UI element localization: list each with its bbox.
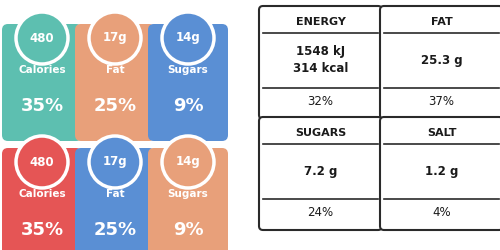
FancyBboxPatch shape	[75, 24, 155, 141]
Text: 9%: 9%	[172, 96, 204, 114]
Text: 25%: 25%	[94, 220, 136, 238]
Text: FAT: FAT	[430, 16, 452, 26]
Text: Calories: Calories	[18, 65, 66, 75]
Text: 37%: 37%	[428, 95, 454, 108]
Text: SUGARS: SUGARS	[295, 128, 346, 138]
Text: Calories: Calories	[18, 189, 66, 199]
FancyBboxPatch shape	[148, 148, 228, 250]
Text: 17g: 17g	[102, 32, 128, 44]
Circle shape	[162, 12, 214, 64]
Text: 7.2 g: 7.2 g	[304, 165, 337, 178]
Text: 25.3 g: 25.3 g	[420, 54, 463, 67]
FancyBboxPatch shape	[259, 6, 382, 119]
FancyBboxPatch shape	[2, 24, 82, 141]
Text: SALT: SALT	[427, 128, 456, 138]
Text: 1548 kJ
314 kcal: 1548 kJ 314 kcal	[293, 46, 348, 76]
Text: 9%: 9%	[172, 220, 204, 238]
Text: 1.2 g: 1.2 g	[425, 165, 458, 178]
Circle shape	[16, 12, 68, 64]
FancyBboxPatch shape	[2, 148, 82, 250]
Circle shape	[89, 136, 141, 188]
Text: 32%: 32%	[308, 95, 334, 108]
Text: 4%: 4%	[432, 206, 451, 219]
FancyBboxPatch shape	[75, 148, 155, 250]
Text: 25%: 25%	[94, 96, 136, 114]
Text: 17g: 17g	[102, 156, 128, 168]
Circle shape	[16, 136, 68, 188]
Text: Fat: Fat	[106, 189, 124, 199]
FancyBboxPatch shape	[380, 117, 500, 230]
Text: 35%: 35%	[20, 220, 64, 238]
FancyBboxPatch shape	[380, 6, 500, 119]
Circle shape	[162, 136, 214, 188]
Text: 14g: 14g	[176, 32, 201, 44]
Text: 24%: 24%	[308, 206, 334, 219]
Text: 35%: 35%	[20, 96, 64, 114]
Text: 14g: 14g	[176, 156, 201, 168]
FancyBboxPatch shape	[259, 117, 382, 230]
Text: Sugars: Sugars	[168, 189, 208, 199]
Text: 480: 480	[30, 32, 54, 44]
Text: 480: 480	[30, 156, 54, 168]
Text: Sugars: Sugars	[168, 65, 208, 75]
FancyBboxPatch shape	[148, 24, 228, 141]
Text: Fat: Fat	[106, 65, 124, 75]
Circle shape	[89, 12, 141, 64]
Text: ENERGY: ENERGY	[296, 16, 346, 26]
